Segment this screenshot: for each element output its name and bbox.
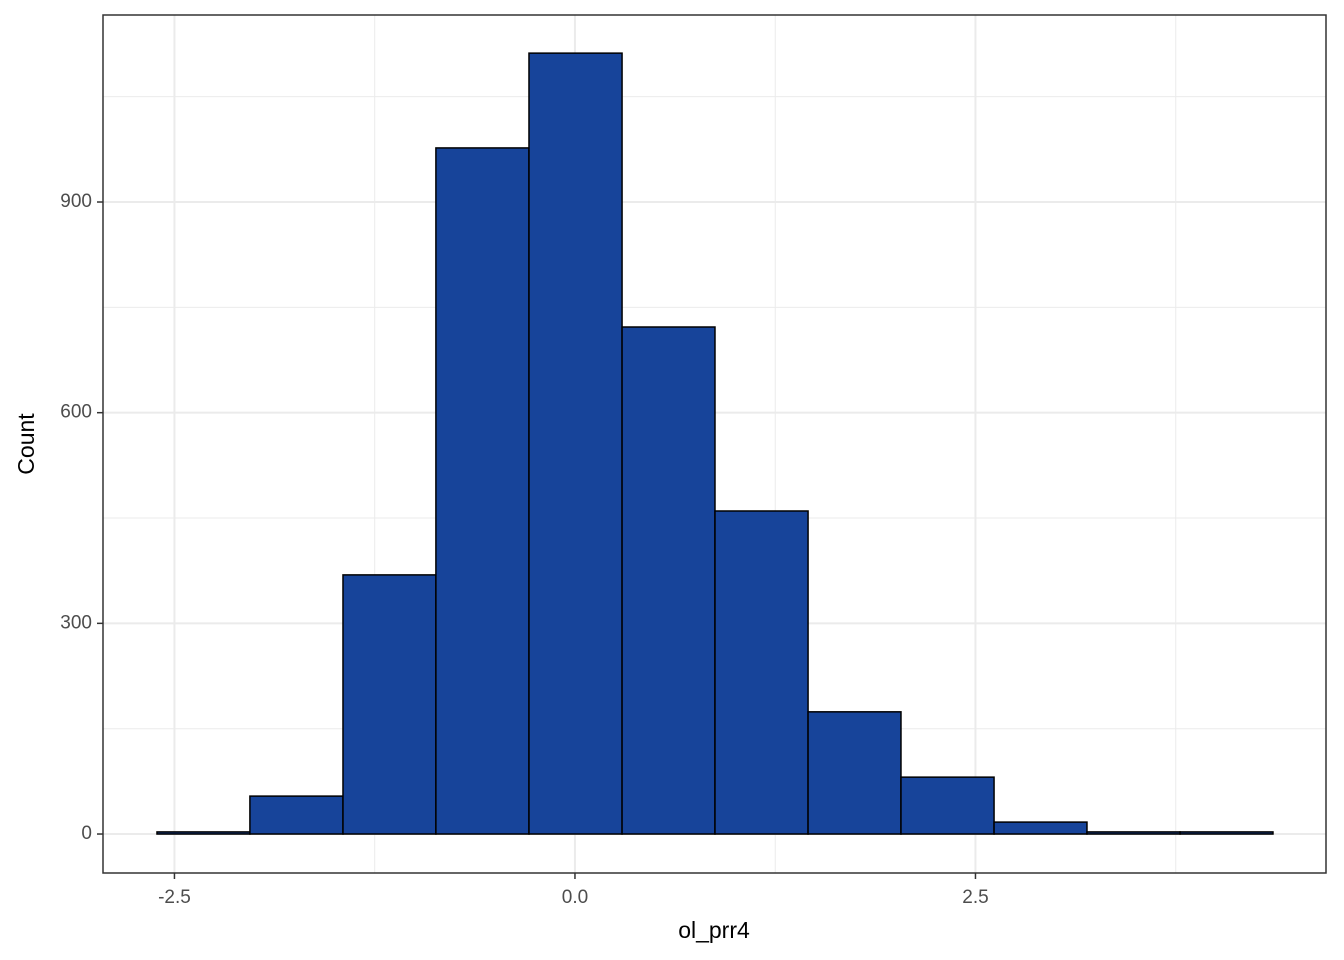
bar [993, 821, 1088, 835]
x-tick-label: -2.5 [158, 887, 191, 908]
y-tick-label: 600 [60, 402, 92, 423]
bar [528, 52, 623, 835]
bar [435, 147, 530, 835]
bar [714, 510, 809, 835]
x-tick-label: 0.0 [562, 887, 588, 908]
bar [249, 795, 344, 835]
bar [156, 831, 251, 835]
bar [1086, 831, 1181, 835]
bar [807, 711, 902, 835]
bar [621, 326, 716, 835]
y-tick-label: 0 [81, 823, 92, 844]
y-tick-label: 300 [60, 612, 92, 633]
x-axis-title: ol_prr4 [678, 917, 750, 943]
bar [342, 574, 437, 835]
bar [900, 776, 995, 835]
y-axis-title: Count [13, 413, 39, 475]
y-tick-label: 900 [60, 191, 92, 212]
x-tick-label: 2.5 [962, 887, 988, 908]
bar [1179, 831, 1274, 835]
panel-border [102, 14, 1327, 874]
